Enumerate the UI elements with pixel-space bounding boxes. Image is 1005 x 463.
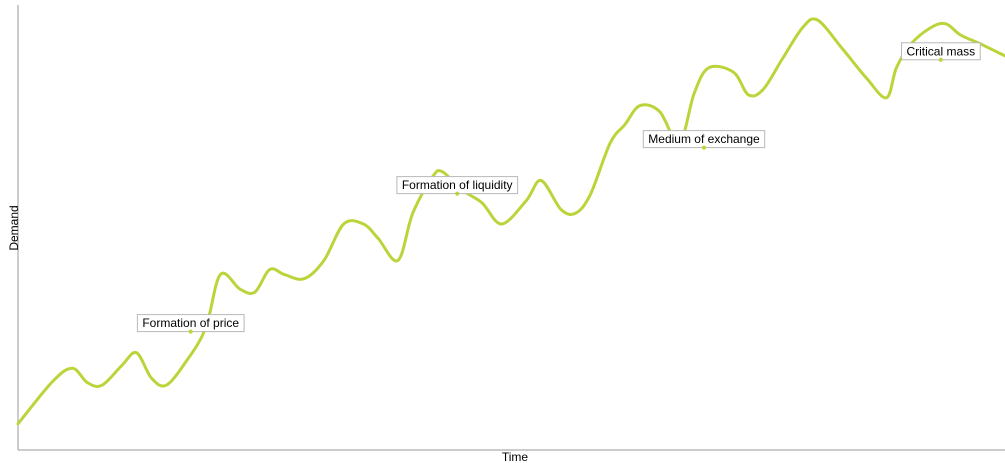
annotation-1: Formation of liquidity — [396, 176, 519, 196]
annotation-label: Critical mass — [906, 44, 975, 58]
annotation-0: Formation of price — [136, 314, 245, 334]
series-layer — [16, 17, 1005, 426]
annotation-layer: Formation of price Formation of liquidity… — [136, 42, 981, 334]
annotation-label: Medium of exchange — [648, 132, 760, 146]
annotation-marker — [702, 145, 706, 150]
annotation-marker — [938, 57, 943, 62]
annotation-2: Medium of exchange — [642, 130, 766, 150]
annotation-label: Formation of liquidity — [402, 178, 513, 192]
annotation-label: Formation of price — [142, 316, 239, 330]
x-axis-label: Time — [502, 450, 529, 463]
series-line-0 — [16, 17, 1005, 426]
annotation-3: Critical mass — [901, 42, 981, 62]
y-axis-label: Demand — [7, 205, 21, 250]
annotation-marker — [188, 329, 193, 334]
annotation-marker — [455, 191, 460, 196]
